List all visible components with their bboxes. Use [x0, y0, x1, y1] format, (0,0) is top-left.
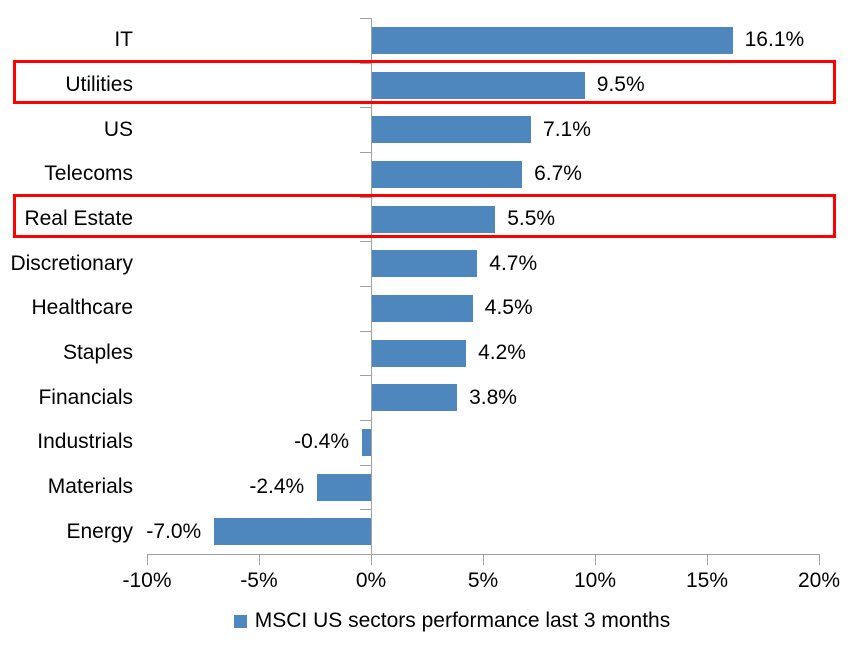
x-tick — [707, 554, 708, 565]
highlight-box-real-estate — [13, 193, 836, 238]
x-tick — [819, 554, 820, 565]
x-tick-label: 10% — [573, 569, 617, 592]
category-tick — [360, 107, 371, 109]
highlight-box-utilities — [13, 59, 836, 104]
bar-materials — [317, 473, 371, 501]
category-label-materials: Materials — [47, 475, 133, 498]
bar-energy — [214, 518, 371, 546]
bar-utilities — [372, 71, 585, 99]
category-tick — [360, 330, 371, 332]
legend-label: MSCI US sectors performance last 3 month… — [254, 609, 671, 632]
x-tick-label: -5% — [240, 569, 278, 592]
category-label-utilities: Utilities — [65, 73, 133, 96]
y-axis-line — [371, 18, 372, 565]
x-tick — [147, 554, 148, 565]
value-label-telecoms: 6.7% — [534, 162, 582, 186]
category-tick — [360, 18, 371, 19]
legend: MSCI US sectors performance last 3 month… — [26, 609, 852, 633]
x-tick-label: 15% — [685, 569, 729, 592]
category-tick — [360, 152, 371, 153]
bar-healthcare — [372, 294, 473, 322]
bar-us — [372, 116, 532, 144]
value-label-staples: 4.2% — [478, 341, 526, 364]
category-label-financials: Financials — [38, 385, 133, 409]
value-label-utilities: 9.5% — [596, 73, 645, 96]
category-tick — [360, 286, 371, 287]
category-tick — [360, 196, 371, 198]
category-label-telecoms: Telecoms — [44, 162, 133, 186]
bar-financials — [372, 384, 458, 412]
category-label-real-estate: Real Estate — [24, 207, 133, 230]
value-label-materials: -2.4% — [249, 475, 305, 498]
category-label-staples: Staples — [62, 341, 133, 364]
category-tick — [360, 375, 371, 377]
value-label-real-estate: 5.5% — [507, 207, 556, 230]
value-label-financials: 3.8% — [469, 385, 517, 409]
x-tick-label: 20% — [797, 569, 841, 592]
x-tick-label: -10% — [122, 569, 172, 592]
value-label-it: 16.1% — [744, 28, 805, 52]
category-label-discretionary: Discretionary — [10, 251, 133, 275]
category-tick — [360, 509, 371, 511]
bar-telecoms — [372, 160, 523, 188]
value-label-energy: -7.0% — [146, 519, 202, 543]
category-label-industrials: Industrials — [37, 430, 133, 454]
x-tick — [595, 554, 596, 565]
category-tick — [360, 241, 371, 243]
x-tick-label: 0% — [355, 569, 387, 592]
value-label-discretionary: 4.7% — [489, 251, 538, 275]
category-tick — [360, 420, 371, 421]
category-label-energy: Energy — [66, 519, 133, 543]
bar-industrials — [362, 428, 371, 456]
value-label-healthcare: 4.5% — [484, 296, 533, 320]
x-tick — [483, 554, 484, 565]
category-label-healthcare: Healthcare — [31, 296, 133, 320]
value-label-us: 7.1% — [543, 117, 591, 141]
category-tick — [360, 464, 371, 466]
bar-it — [372, 26, 733, 54]
legend-marker-icon — [233, 614, 247, 628]
x-tick-label: 5% — [467, 569, 499, 592]
category-tick — [360, 62, 371, 64]
bar-real-estate — [372, 205, 496, 233]
x-tick — [259, 554, 260, 565]
bar-staples — [372, 339, 467, 367]
value-label-industrials: -0.4% — [294, 430, 350, 454]
category-label-it: IT — [114, 28, 133, 52]
category-label-us: US — [103, 117, 133, 141]
x-tick — [371, 554, 372, 565]
bar-discretionary — [372, 250, 478, 278]
